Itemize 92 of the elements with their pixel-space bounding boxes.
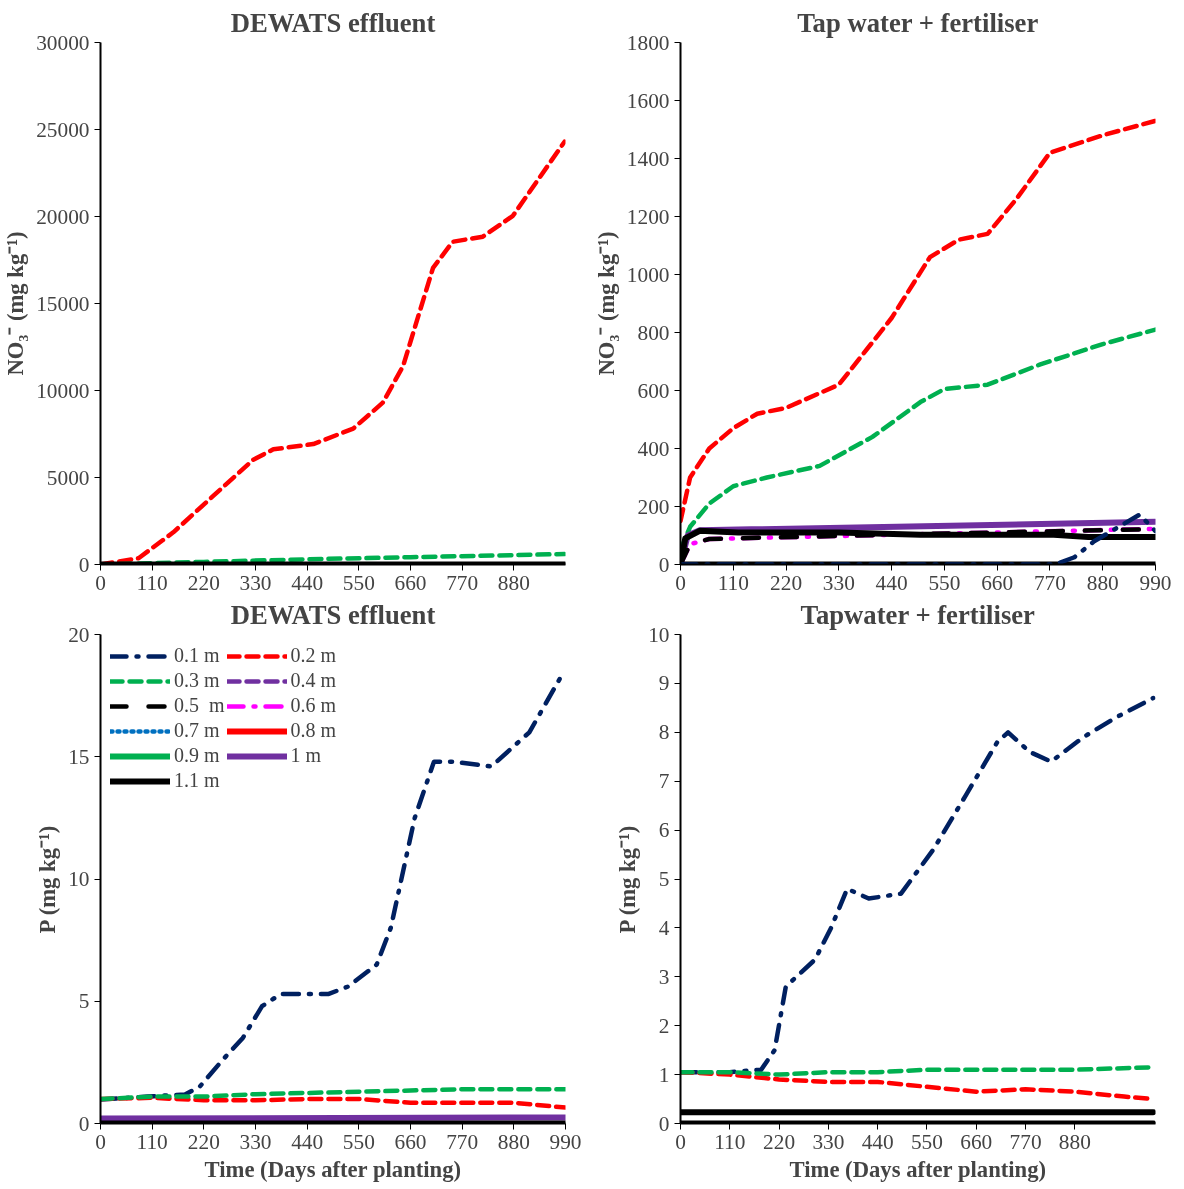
y-tick-label: 5 xyxy=(78,989,90,1014)
x-tick-label: 550 xyxy=(342,570,375,595)
y-tick-label: 0 xyxy=(78,1111,90,1136)
y-tick-label: 15 xyxy=(68,744,90,769)
y-tick-label: 7 xyxy=(658,769,670,794)
legend-label: 0.7 m xyxy=(174,719,220,742)
x-tick-label: 440 xyxy=(291,1129,324,1154)
chart-title: Tapwater + fertiliser xyxy=(800,599,1036,630)
legend-label: 0.4 m xyxy=(290,669,337,692)
y-tick-label: 1800 xyxy=(626,30,670,55)
x-axis-title: Time (Days after planting) xyxy=(789,1156,1047,1182)
x-tick-label: 440 xyxy=(875,570,908,595)
x-tick-label: 220 xyxy=(187,570,220,595)
y-tick-label: 20000 xyxy=(36,204,90,229)
x-tick-label: 220 xyxy=(763,1129,796,1154)
y-tick-label: 6 xyxy=(658,818,670,843)
y-tick-label: 2 xyxy=(658,1013,670,1038)
legend-label: 0.6 m xyxy=(290,694,337,717)
x-tick-label: 990 xyxy=(549,1129,582,1154)
legend-label: 1 m xyxy=(290,744,322,767)
y-tick-label: 9 xyxy=(658,671,670,696)
y-axis-title: P (mg kg⁻¹) xyxy=(615,825,641,934)
x-tick-label: 0 xyxy=(95,570,106,595)
y-tick-label: 10 xyxy=(68,867,90,891)
y-tick-label: 5 xyxy=(658,867,670,891)
y-tick-label: 15000 xyxy=(36,291,90,316)
x-tick-label: 550 xyxy=(910,1129,943,1154)
y-tick-label: 25000 xyxy=(36,117,90,142)
x-tick-label: 770 xyxy=(1009,1129,1042,1154)
x-tick-label: 770 xyxy=(446,570,479,595)
y-tick-label: 8 xyxy=(658,720,670,745)
y-tick-label: 400 xyxy=(637,436,670,461)
legend-label: 0.8 m xyxy=(290,719,337,742)
legend-label: 1.1 m xyxy=(174,769,220,792)
y-tick-label: 0 xyxy=(658,552,670,577)
y-tick-label: 30000 xyxy=(36,30,90,55)
y-tick-label: 1600 xyxy=(626,88,670,113)
x-tick-label: 440 xyxy=(861,1129,894,1154)
x-tick-label: 550 xyxy=(928,570,961,595)
y-tick-label: 1 xyxy=(658,1062,670,1087)
x-tick-label: 770 xyxy=(1033,570,1066,595)
x-tick-label: 440 xyxy=(291,570,324,595)
y-tick-label: 1000 xyxy=(626,262,670,287)
x-axis-title: Time (Days after planting) xyxy=(204,1156,462,1182)
chart-title: DEWATS effluent xyxy=(230,7,436,38)
x-tick-label: 0 xyxy=(675,570,686,595)
x-tick-label: 220 xyxy=(187,1129,220,1154)
legend-label: 0.3 m xyxy=(174,669,220,692)
legend-label: 0.5 m xyxy=(174,694,225,717)
y-axis-title: NO₃⁻ (mg kg⁻¹) xyxy=(3,231,29,376)
chart-title: Tap water + fertiliser xyxy=(797,7,1039,38)
x-tick-label: 660 xyxy=(394,1129,427,1154)
x-tick-label: 110 xyxy=(717,570,749,595)
y-tick-label: 800 xyxy=(637,320,670,345)
x-tick-label: 110 xyxy=(136,1129,168,1154)
x-tick-label: 330 xyxy=(822,570,855,595)
y-tick-label: 4 xyxy=(658,915,670,940)
y-tick-label: 10000 xyxy=(36,378,90,403)
y-tick-label: 200 xyxy=(637,494,670,519)
x-tick-label: 550 xyxy=(342,1129,375,1154)
y-tick-label: 0 xyxy=(78,552,90,577)
legend-label: 0.1 m xyxy=(174,644,220,667)
y-tick-label: 10 xyxy=(648,622,670,647)
x-tick-label: 110 xyxy=(136,570,168,595)
x-tick-label: 880 xyxy=(497,1129,530,1154)
y-tick-label: 1400 xyxy=(626,146,670,171)
x-tick-label: 660 xyxy=(981,570,1014,595)
y-tick-label: 3 xyxy=(658,964,670,989)
x-tick-label: 880 xyxy=(1058,1129,1091,1154)
x-tick-label: 330 xyxy=(239,570,272,595)
x-tick-label: 770 xyxy=(446,1129,479,1154)
x-tick-label: 880 xyxy=(1086,570,1119,595)
x-tick-label: 330 xyxy=(239,1129,272,1154)
y-tick-label: 5000 xyxy=(46,465,90,490)
y-tick-label: 1200 xyxy=(626,204,670,229)
y-tick-label: 600 xyxy=(637,378,670,403)
x-tick-label: 0 xyxy=(95,1129,106,1154)
x-tick-label: 990 xyxy=(1139,570,1172,595)
x-tick-label: 330 xyxy=(812,1129,845,1154)
y-axis-title: P (mg kg⁻¹) xyxy=(35,825,61,934)
x-tick-label: 110 xyxy=(714,1129,746,1154)
legend-label: 0.9 m xyxy=(174,744,220,767)
y-tick-label: 0 xyxy=(658,1111,670,1136)
x-tick-label: 0 xyxy=(675,1129,686,1154)
y-tick-label: 20 xyxy=(68,622,90,647)
chart-title: DEWATS effluent xyxy=(230,599,436,630)
x-tick-label: 660 xyxy=(960,1129,993,1154)
x-tick-label: 220 xyxy=(770,570,803,595)
y-axis-title: NO₃⁻ (mg kg⁻¹) xyxy=(593,231,619,376)
x-tick-label: 660 xyxy=(394,570,427,595)
legend-label: 0.2 m xyxy=(290,644,337,667)
x-tick-label: 880 xyxy=(497,570,530,595)
